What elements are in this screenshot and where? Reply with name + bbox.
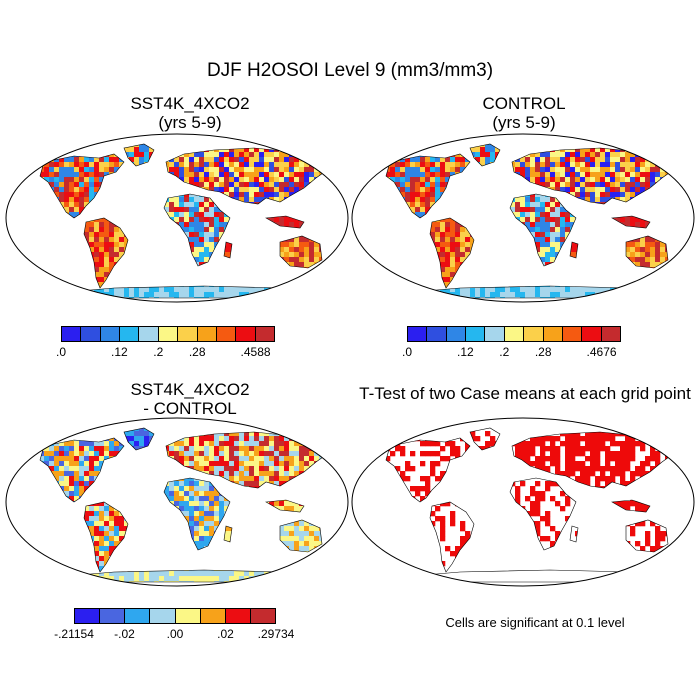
colorbar-box [101,327,120,341]
colorbar-label: .12 [111,345,128,359]
map-control [350,132,696,304]
colorbar-box [602,327,620,341]
panel-title-case: SST4K_4XCO2 (yrs 5-9) [40,94,340,132]
colorbar-difference: -.21154 -.02.00.02.29734 [74,608,276,644]
colorbar-box [150,609,175,623]
colorbar-box [256,327,274,341]
colorbar-box [505,327,524,341]
colorbar-label: .4676 [587,345,617,359]
colorbar-box [81,327,100,341]
colorbar-box [466,327,485,341]
colorbar-box [139,327,158,341]
map-ttest [350,416,696,588]
panel-title-control-line2: (yrs 5-9) [374,113,674,132]
colorbar-box [120,327,139,341]
colorbar-label: .28 [535,345,552,359]
colorbar-box [582,327,601,341]
colorbar-label: .0 [56,345,66,359]
colorbar-box [217,327,236,341]
colorbar-boxes [407,326,621,342]
panel-title-case-line1: SST4K_4XCO2 [40,94,340,113]
colorbar-box [544,327,563,341]
colorbar-box [236,327,255,341]
colorbar-box [62,327,81,341]
colorbar-boxes [74,608,276,624]
colorbar-box [75,609,100,623]
significance-note: Cells are significant at 0.1 level [380,615,690,630]
colorbar-label: .2 [153,345,163,359]
panel-title-diff: SST4K_4XCO2 - CONTROL [40,380,340,418]
colorbar-label: .29734 [258,627,295,641]
map-difference [4,416,350,588]
colorbar-box [408,327,427,341]
colorbar-label: .28 [189,345,206,359]
panel-title-control: CONTROL (yrs 5-9) [374,94,674,132]
colorbar-box [447,327,466,341]
colorbar-label: -.21154 [54,627,94,641]
colorbar-case: .0.12.2.28.4588 [61,326,275,362]
colorbar-label: .12 [457,345,474,359]
colorbar-label: .02 [217,627,234,641]
colorbar-box [563,327,582,341]
colorbar-box [427,327,446,341]
colorbar-label: .2 [499,345,509,359]
colorbar-box [159,327,178,341]
panel-title-control-line1: CONTROL [374,94,674,113]
colorbar-box [176,609,201,623]
colorbar-label: .0 [402,345,412,359]
colorbar-box [100,609,125,623]
panel-title-ttest: T-Test of two Case means at each grid po… [350,384,700,404]
colorbar-box [198,327,217,341]
colorbar-box [125,609,150,623]
figure-title: DJF H2OSOI Level 9 (mm3/mm3) [0,60,700,82]
colorbar-box [226,609,251,623]
colorbar-label: -.02 [114,627,135,641]
colorbar-box [485,327,504,341]
panel-title-case-line2: (yrs 5-9) [40,113,340,132]
colorbar-box [524,327,543,341]
colorbar-label: .4588 [241,345,271,359]
colorbar-box [178,327,197,341]
panel-title-diff-line1: SST4K_4XCO2 [40,380,340,399]
colorbar-boxes [61,326,275,342]
colorbar-box [251,609,275,623]
colorbar-control: .0.12.2.28.4676 [407,326,621,362]
colorbar-label: .00 [167,627,184,641]
land-eurasia [350,416,696,588]
colorbar-box [201,609,226,623]
map-case [4,132,350,304]
